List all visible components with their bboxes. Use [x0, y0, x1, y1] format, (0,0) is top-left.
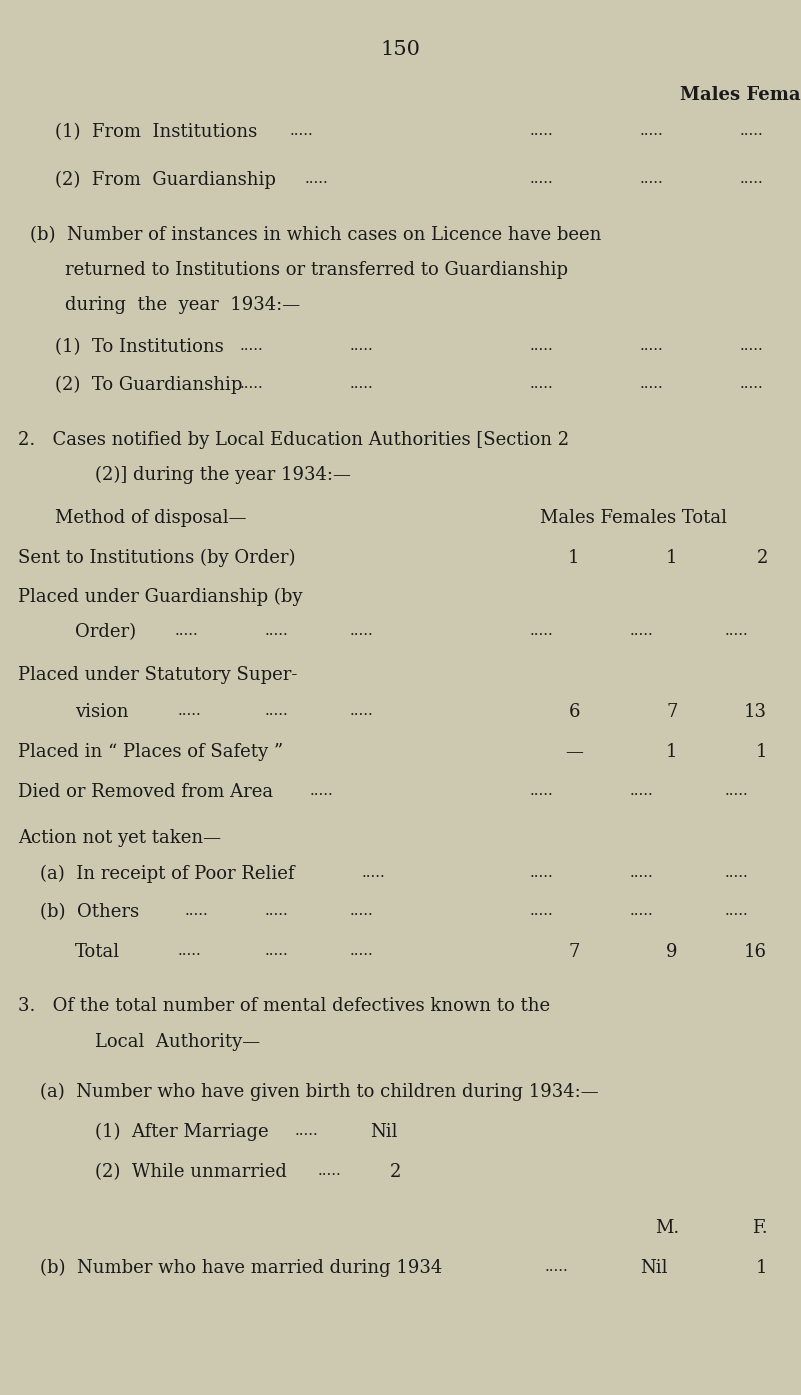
Text: (b)  Others: (b) Others [40, 903, 139, 921]
Text: during  the  year  1934:—: during the year 1934:— [65, 296, 300, 314]
Text: (b)  Number of instances in which cases on Licence have been: (b) Number of instances in which cases o… [30, 226, 602, 244]
Text: .....: ..... [350, 944, 374, 958]
Text: .....: ..... [265, 904, 288, 918]
Text: vision: vision [75, 703, 128, 721]
Text: .....: ..... [740, 172, 763, 186]
Text: 13: 13 [743, 703, 767, 721]
Text: —: — [565, 744, 583, 762]
Text: (2)  From  Guardianship: (2) From Guardianship [55, 170, 276, 188]
Text: 1: 1 [666, 744, 678, 762]
Text: Local  Authority—: Local Authority— [95, 1034, 260, 1050]
Text: (1)  After Marriage: (1) After Marriage [95, 1123, 268, 1141]
Text: (1)  From  Institutions: (1) From Institutions [55, 123, 257, 141]
Text: .....: ..... [350, 339, 374, 353]
Text: .....: ..... [185, 904, 209, 918]
Text: Died or Removed from Area: Died or Removed from Area [18, 783, 273, 801]
Text: .....: ..... [318, 1163, 342, 1177]
Text: Sent to Institutions (by Order): Sent to Institutions (by Order) [18, 548, 296, 566]
Text: (2)  While unmarried: (2) While unmarried [95, 1163, 287, 1182]
Text: .....: ..... [630, 866, 654, 880]
Text: .....: ..... [630, 624, 654, 638]
Text: (a)  In receipt of Poor Relief: (a) In receipt of Poor Relief [40, 865, 295, 883]
Text: (2)] during the year 1934:—: (2)] during the year 1934:— [95, 466, 351, 484]
Text: .....: ..... [640, 377, 664, 391]
Text: (1)  To Institutions: (1) To Institutions [55, 338, 223, 356]
Text: .....: ..... [350, 624, 374, 638]
Text: .....: ..... [725, 904, 749, 918]
Text: .....: ..... [530, 624, 553, 638]
Text: .....: ..... [530, 377, 553, 391]
Text: 7: 7 [666, 703, 678, 721]
Text: 2.   Cases notified by Local Education Authorities [Section 2: 2. Cases notified by Local Education Aut… [18, 431, 570, 449]
Text: 16: 16 [743, 943, 767, 961]
Text: .....: ..... [630, 784, 654, 798]
Text: .....: ..... [350, 904, 374, 918]
Text: Placed under Statutory Super-: Placed under Statutory Super- [18, 665, 297, 684]
Text: (2)  To Guardianship: (2) To Guardianship [55, 375, 243, 393]
Text: .....: ..... [640, 124, 664, 138]
Text: .....: ..... [530, 339, 553, 353]
Text: .....: ..... [530, 904, 553, 918]
Text: .....: ..... [310, 784, 334, 798]
Text: .....: ..... [290, 124, 314, 138]
Text: Nil: Nil [370, 1123, 397, 1141]
Text: .....: ..... [265, 704, 288, 718]
Text: .....: ..... [740, 339, 763, 353]
Text: .....: ..... [240, 339, 264, 353]
Text: 2: 2 [390, 1163, 401, 1182]
Text: 6: 6 [568, 703, 580, 721]
Text: 2: 2 [756, 550, 767, 566]
Text: .....: ..... [740, 124, 763, 138]
Text: Males Females Total: Males Females Total [540, 509, 727, 527]
Text: .....: ..... [530, 124, 553, 138]
Text: .....: ..... [725, 784, 749, 798]
Text: Males Females Total: Males Females Total [680, 86, 801, 105]
Text: 1: 1 [756, 744, 767, 762]
Text: .....: ..... [362, 866, 386, 880]
Text: 1: 1 [756, 1260, 767, 1276]
Text: (b)  Number who have married during 1934: (b) Number who have married during 1934 [40, 1258, 442, 1276]
Text: F.: F. [752, 1219, 767, 1237]
Text: Action not yet taken—: Action not yet taken— [18, 829, 221, 847]
Text: .....: ..... [530, 172, 553, 186]
Text: .....: ..... [178, 944, 202, 958]
Text: Placed in “ Places of Safety ”: Placed in “ Places of Safety ” [18, 744, 284, 762]
Text: .....: ..... [640, 339, 664, 353]
Text: .....: ..... [265, 624, 288, 638]
Text: .....: ..... [295, 1124, 319, 1138]
Text: .....: ..... [175, 624, 199, 638]
Text: .....: ..... [265, 944, 288, 958]
Text: Total: Total [75, 943, 120, 961]
Text: Placed under Guardianship (by: Placed under Guardianship (by [18, 587, 303, 605]
Text: .....: ..... [640, 172, 664, 186]
Text: .....: ..... [630, 904, 654, 918]
Text: .....: ..... [545, 1260, 569, 1274]
Text: .....: ..... [740, 377, 763, 391]
Text: 3.   Of the total number of mental defectives known to the: 3. Of the total number of mental defecti… [18, 997, 550, 1016]
Text: Order): Order) [75, 624, 136, 640]
Text: Nil: Nil [640, 1260, 667, 1276]
Text: 7: 7 [569, 943, 580, 961]
Text: .....: ..... [350, 377, 374, 391]
Text: .....: ..... [305, 172, 328, 186]
Text: returned to Institutions or transferred to Guardianship: returned to Institutions or transferred … [65, 261, 568, 279]
Text: .....: ..... [530, 784, 553, 798]
Text: M.: M. [655, 1219, 679, 1237]
Text: 9: 9 [666, 943, 678, 961]
Text: 1: 1 [666, 550, 678, 566]
Text: .....: ..... [350, 704, 374, 718]
Text: .....: ..... [530, 866, 553, 880]
Text: Method of disposal—: Method of disposal— [55, 509, 247, 527]
Text: .....: ..... [178, 704, 202, 718]
Text: .....: ..... [725, 624, 749, 638]
Text: .....: ..... [725, 866, 749, 880]
Text: .....: ..... [240, 377, 264, 391]
Text: 150: 150 [380, 40, 420, 59]
Text: (a)  Number who have given birth to children during 1934:—: (a) Number who have given birth to child… [40, 1083, 598, 1101]
Text: 1: 1 [568, 550, 580, 566]
